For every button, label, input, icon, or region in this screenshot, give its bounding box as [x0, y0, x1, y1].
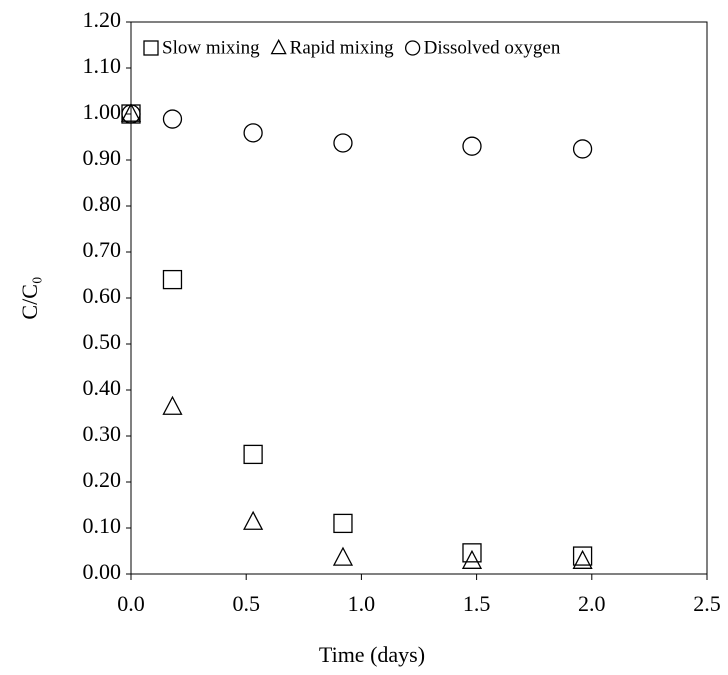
- y-tick-label: 0.20: [83, 467, 122, 492]
- y-tick-label: 1.00: [83, 99, 122, 124]
- x-axis-label: Time (days): [319, 642, 425, 667]
- marker-circle: [572, 139, 593, 159]
- marker-circle: [462, 136, 482, 156]
- marker-triangle: [461, 549, 483, 569]
- marker-square: [162, 269, 183, 290]
- legend-label: Slow mixing: [162, 37, 260, 58]
- marker-triangle: [332, 546, 354, 566]
- marker-square: [333, 513, 353, 534]
- y-tick-label: 0.40: [83, 375, 122, 400]
- plot-frame: [130, 21, 708, 575]
- marker-circle: [162, 109, 183, 129]
- y-tick-label: 0.10: [83, 513, 122, 538]
- y-tick-label: 0.80: [83, 191, 122, 216]
- y-tick-label: 0.00: [83, 559, 122, 584]
- y-tick-label: 0.50: [83, 329, 122, 354]
- x-tick-label: 1.5: [463, 591, 491, 616]
- x-tick-label: 2.0: [578, 591, 606, 616]
- y-tick-label: 0.60: [83, 283, 122, 308]
- marker-square: [572, 546, 593, 566]
- y-tick-label: 0.30: [83, 421, 122, 446]
- marker-triangle: [120, 102, 142, 122]
- x-tick-label: 2.5: [693, 591, 721, 616]
- marker-triangle: [162, 395, 183, 415]
- marker-triangle: [572, 549, 593, 569]
- marker-square: [243, 444, 263, 465]
- y-tick-label: 0.70: [83, 237, 122, 262]
- marker-circle: [243, 123, 263, 143]
- marker-triangle: [243, 510, 264, 530]
- y-tick-label: 1.20: [83, 7, 122, 32]
- legend-marker: [404, 40, 421, 56]
- legend-label: Rapid mixing: [290, 37, 394, 58]
- y-axis-label: C/C₀: [17, 276, 42, 319]
- marker-circle: [333, 133, 353, 153]
- legend-label: Dissolved oxygen: [424, 37, 561, 58]
- x-tick-label: 1.0: [348, 591, 376, 616]
- marker-circle: [121, 104, 141, 124]
- marker-square: [462, 543, 482, 563]
- x-tick-label: 0.5: [232, 591, 260, 616]
- legend-marker: [143, 40, 159, 56]
- y-tick-label: 1.10: [83, 53, 122, 78]
- x-tick-label: 0.0: [117, 591, 145, 616]
- y-tick-label: 0.90: [83, 145, 122, 170]
- legend-marker: [270, 38, 287, 55]
